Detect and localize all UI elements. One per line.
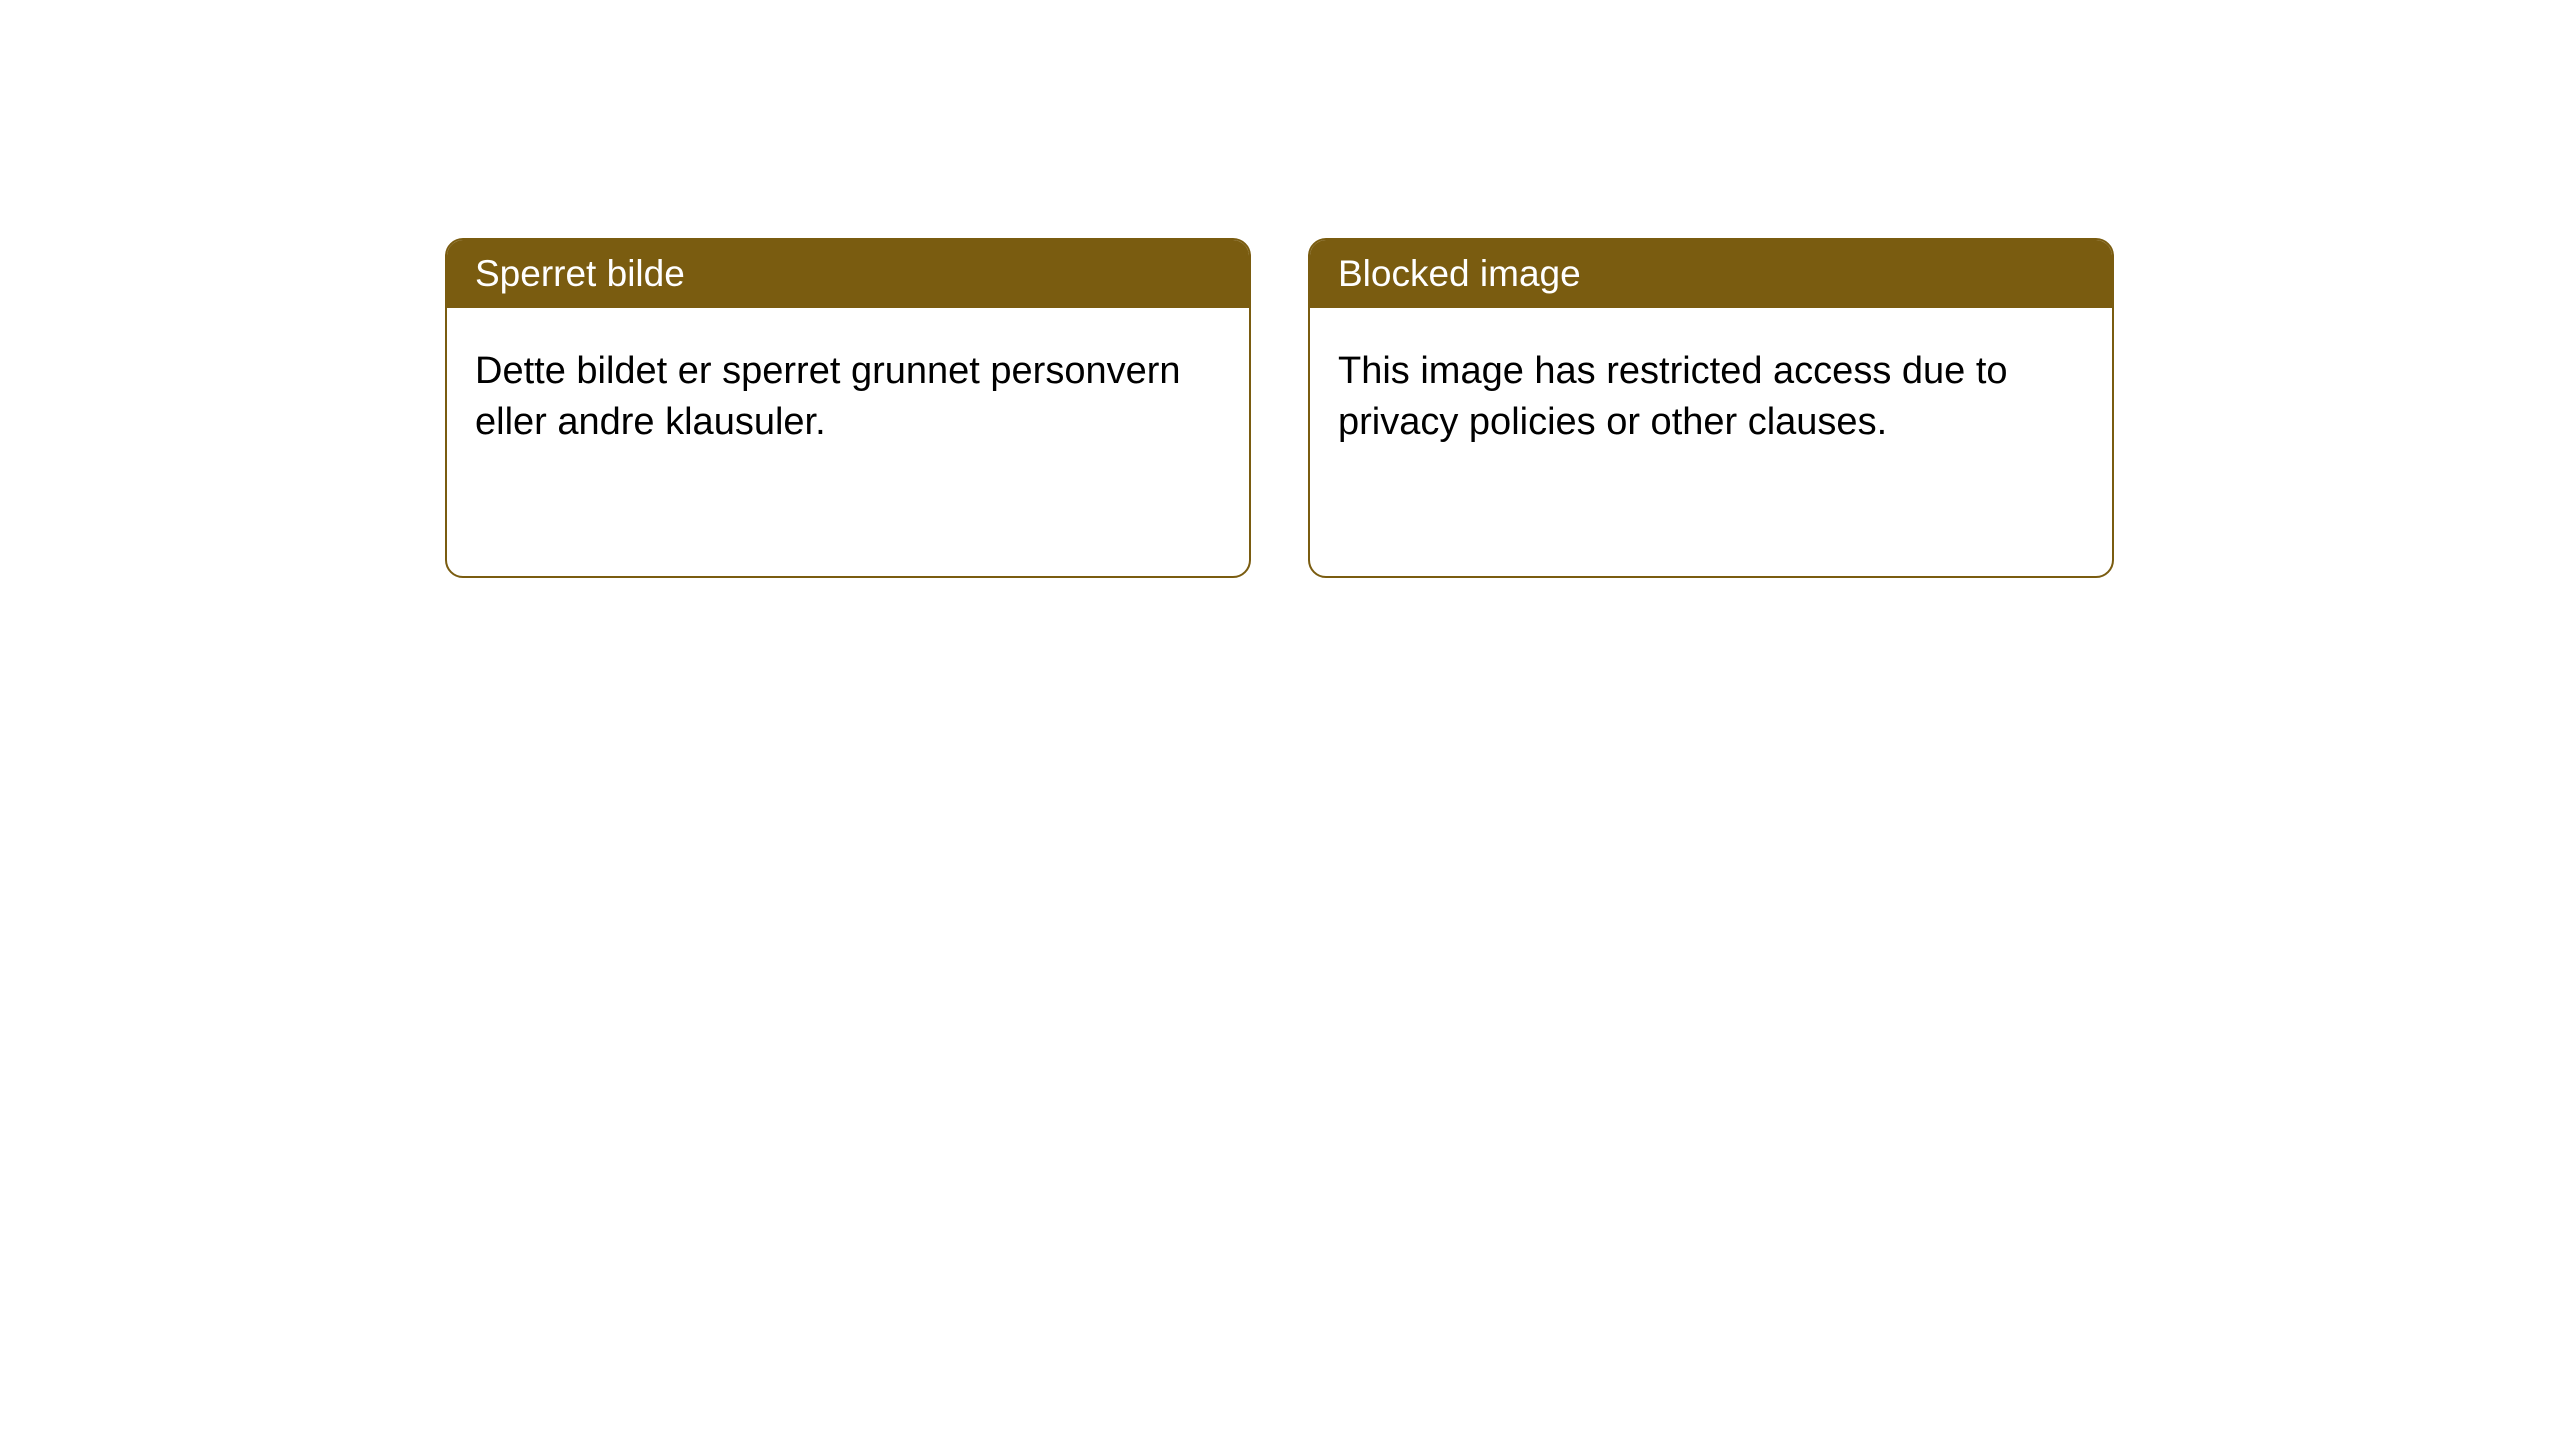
card-body-text: This image has restricted access due to … bbox=[1310, 308, 2112, 487]
card-body-text: Dette bildet er sperret grunnet personve… bbox=[447, 308, 1249, 487]
notice-card-norwegian: Sperret bilde Dette bildet er sperret gr… bbox=[445, 238, 1251, 578]
notice-cards-container: Sperret bilde Dette bildet er sperret gr… bbox=[445, 238, 2114, 578]
card-title: Blocked image bbox=[1310, 240, 2112, 308]
card-title: Sperret bilde bbox=[447, 240, 1249, 308]
notice-card-english: Blocked image This image has restricted … bbox=[1308, 238, 2114, 578]
